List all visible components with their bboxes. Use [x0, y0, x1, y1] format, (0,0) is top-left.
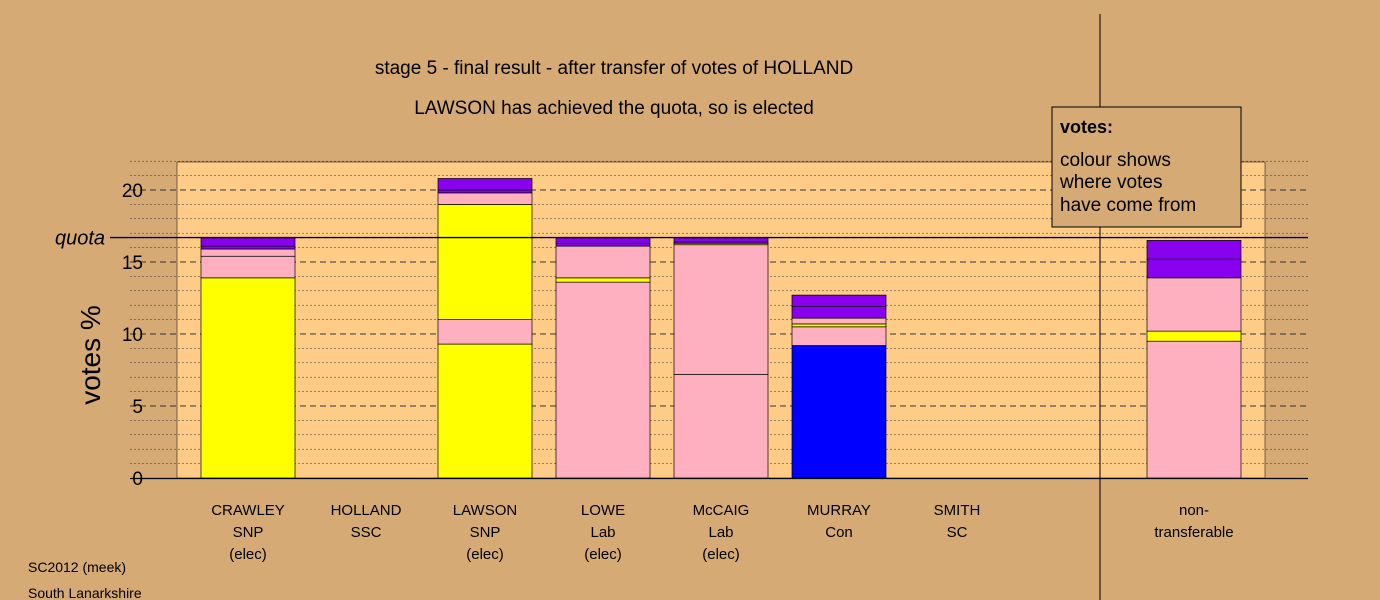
- bar-segment-nontransferable-2: [1146, 277, 1242, 332]
- candidate-status-lawson: (elec): [466, 546, 504, 563]
- candidate-name-mccaig: McCAIG: [693, 502, 750, 519]
- legend-line-2: where votes: [1059, 172, 1162, 193]
- candidate-party-crawley: SNP: [233, 524, 264, 541]
- chart-subtitle: LAWSON has achieved the quota, so is ele…: [414, 98, 814, 119]
- y-tick-label: 10: [122, 325, 143, 346]
- bar-segment-lawson-4: [437, 189, 533, 194]
- candidate-name-holland: HOLLAND: [331, 502, 402, 519]
- bar-segment-crawley-1: [200, 255, 296, 279]
- bar-segment-lawson-5: [437, 178, 533, 191]
- candidate-party-lawson: SNP: [470, 524, 501, 541]
- candidate-name-lowe: LOWE: [581, 502, 625, 519]
- bar-segment-lawson-1: [437, 319, 533, 345]
- bar-segment-crawley-3: [200, 245, 296, 250]
- bar-segment-lowe-0: [555, 281, 651, 479]
- nontransferable-label-2: transferable: [1154, 524, 1233, 541]
- legend-title: votes:: [1060, 117, 1113, 137]
- candidate-name-lawson: LAWSON: [453, 502, 517, 519]
- y-tick-label: 0: [132, 469, 143, 490]
- bar-segment-lowe-2: [555, 245, 651, 279]
- footer-line-1: SC2012 (meek): [28, 559, 126, 575]
- chart-title: stage 5 - final result - after transfer …: [375, 58, 853, 79]
- candidate-name-murray: MURRAY: [807, 502, 871, 519]
- quota-label: quota: [55, 228, 105, 250]
- candidate-status-mccaig: (elec): [702, 546, 740, 563]
- bar-segment-lawson-2: [437, 204, 533, 320]
- bar-segment-murray-2: [791, 323, 887, 328]
- bar-segment-nontransferable-3: [1146, 258, 1242, 279]
- bar-segment-murray-0: [791, 345, 887, 479]
- bar-segment-mccaig-1: [673, 244, 769, 375]
- bar-segment-murray-1: [791, 326, 887, 346]
- bar-segment-crawley-2: [200, 248, 296, 257]
- bar-segment-mccaig-0: [673, 373, 769, 479]
- bar-segment-crawley-0: [200, 277, 296, 479]
- bar-segment-nontransferable-0: [1146, 340, 1242, 479]
- bars: [200, 178, 1242, 479]
- y-axis-label: votes %: [75, 305, 106, 405]
- bar-segment-murray-4: [791, 306, 887, 319]
- bar-segment-nontransferable-4: [1146, 240, 1242, 260]
- candidate-status-lowe: (elec): [584, 546, 622, 563]
- nontransferable-label-1: non-: [1179, 502, 1209, 519]
- y-ticks: 0 5 10 15 20: [122, 181, 143, 490]
- candidate-party-holland: SSC: [351, 524, 382, 541]
- candidate-status-crawley: (elec): [229, 546, 267, 563]
- bar-segment-lowe-4: [555, 237, 651, 244]
- candidate-party-murray: Con: [825, 524, 853, 541]
- footer-line-2: South Lanarkshire: [28, 585, 142, 600]
- candidate-party-smith: SC: [947, 524, 968, 541]
- candidate-party-mccaig: Lab: [708, 524, 733, 541]
- legend-line-1: colour shows: [1060, 150, 1171, 171]
- candidate-labels: CRAWLEY SNP (elec) HOLLAND SSC LAWSON SNP (elec…: [211, 502, 1233, 563]
- y-tick-label: 5: [132, 397, 143, 418]
- candidate-party-lowe: Lab: [590, 524, 615, 541]
- bar-segment-murray-3: [791, 317, 887, 325]
- bar-segment-lowe-3: [555, 242, 651, 247]
- bar-segment-lowe-1: [555, 277, 651, 283]
- bar-segment-lawson-3: [437, 192, 533, 205]
- y-tick-label: 20: [122, 181, 143, 202]
- bar-segment-lawson-0: [437, 343, 533, 479]
- bar-segment-nontransferable-1: [1146, 330, 1242, 342]
- bar-segment-murray-5: [791, 294, 887, 307]
- y-tick-label: 15: [122, 253, 143, 274]
- candidate-name-smith: SMITH: [934, 502, 981, 519]
- bar-segment-crawley-4: [200, 237, 296, 247]
- legend-line-3: have come from: [1060, 195, 1196, 216]
- candidate-name-crawley: CRAWLEY: [211, 502, 285, 519]
- legend: votes: colour shows where votes have com…: [1051, 106, 1242, 228]
- legend-box: [1051, 106, 1242, 228]
